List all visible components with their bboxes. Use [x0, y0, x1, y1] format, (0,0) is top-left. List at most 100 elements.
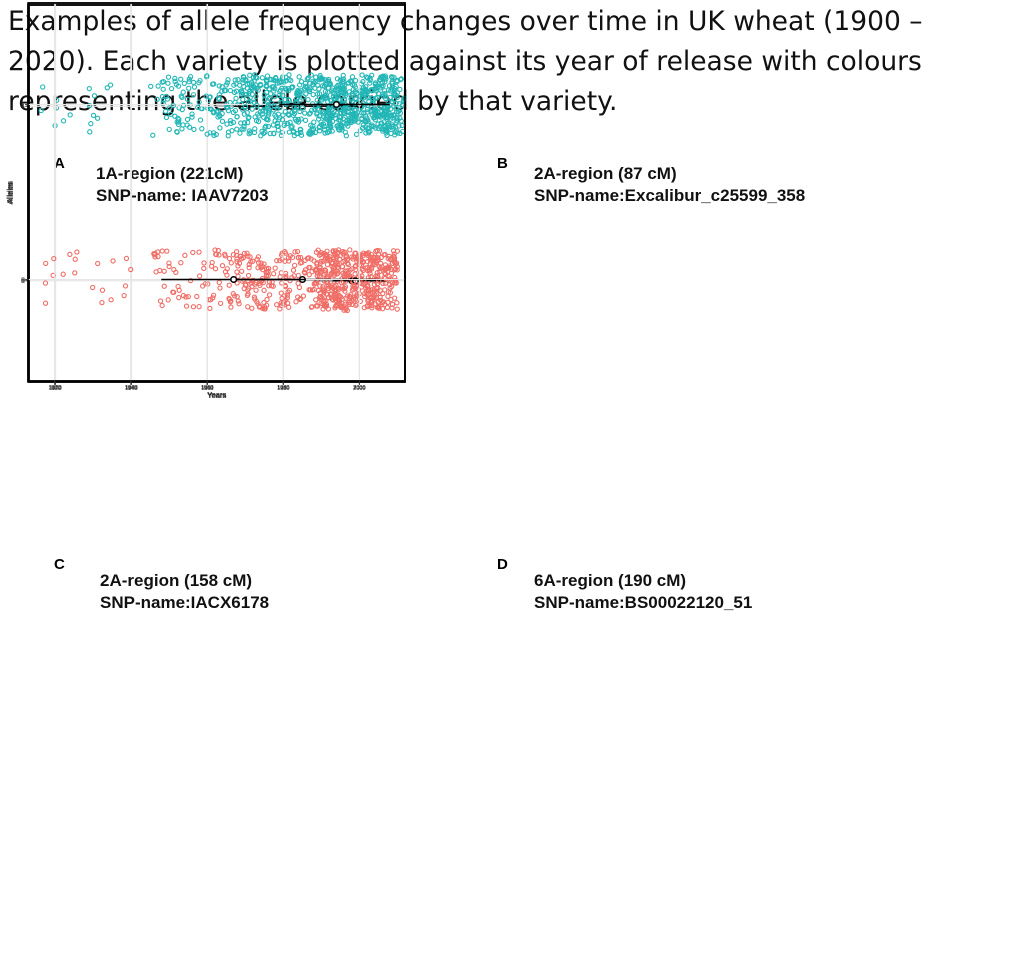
allele-0-point-c	[235, 263, 241, 269]
allele-1-point-c	[364, 109, 371, 115]
allele-0-point-c	[159, 302, 165, 309]
allele-0-point-d	[51, 255, 57, 262]
allele-0-point-c	[295, 255, 302, 261]
allele-0-point-c	[201, 265, 207, 272]
allele-0-point-d	[313, 249, 320, 255]
allele-0-point-c	[340, 304, 346, 311]
allele-1-point-d	[360, 78, 366, 85]
allele-1-point-d	[264, 93, 270, 100]
allele-0-point-d	[264, 296, 270, 303]
allele-0-point-a	[246, 265, 252, 271]
allele-0-point-d	[332, 305, 338, 311]
allele-0-point-c	[381, 252, 387, 258]
allele-0-point-c	[304, 255, 311, 262]
allele-1-point-d	[234, 114, 240, 120]
allele-1-point-d	[334, 84, 340, 90]
allele-0-point-c	[241, 250, 248, 256]
allele-1-point-b	[316, 91, 323, 97]
panel-letter-a: A	[54, 155, 65, 172]
allele-0-point-c	[347, 247, 353, 253]
x-tick-label-c: 1940	[125, 385, 137, 391]
allele-0-point-c	[309, 268, 315, 275]
allele-1-point-b	[315, 82, 321, 89]
allele-0-point-c	[244, 250, 250, 256]
allele-0-point-c	[318, 251, 324, 257]
allele-1-point-d	[398, 76, 405, 82]
allele-0-point-d	[234, 280, 240, 286]
allele-0-point-c	[379, 306, 386, 312]
allele-1-point-d	[242, 92, 249, 98]
allele-0-point-d	[322, 302, 328, 308]
allele-0-point-c	[335, 247, 342, 253]
allele-0-point-a	[385, 293, 391, 299]
allele-0-point-c	[308, 304, 315, 310]
allele-0-point-b	[384, 304, 391, 311]
allele-1-point-b	[279, 74, 286, 80]
allele-0-point-d	[240, 255, 246, 261]
allele-0-point-c	[318, 269, 324, 275]
allele-1-point-d	[391, 88, 397, 94]
allele-0-point-c	[242, 282, 249, 288]
allele-0-point-d	[176, 294, 182, 301]
allele-0-point-c	[226, 282, 232, 288]
allele-1-point-d	[241, 83, 247, 90]
panel-letter-d: D	[497, 556, 508, 573]
allele-1-point-d	[286, 72, 292, 78]
x-axis-label-b: Years	[207, 391, 226, 400]
allele-1-point-d	[280, 93, 286, 99]
allele-1-point-d	[369, 88, 375, 94]
allele-1-point-a	[86, 86, 92, 92]
allele-1-point-d	[395, 108, 402, 115]
allele-0-point-c	[338, 280, 345, 286]
allele-0-point-d	[210, 295, 216, 301]
panel-letter-c: C	[54, 556, 65, 573]
allele-1-point-d	[247, 72, 253, 78]
allele-0-point-d	[72, 270, 78, 276]
allele-0-point-d	[161, 268, 167, 274]
allele-0-point-b	[369, 305, 375, 311]
allele-1-point-d	[256, 113, 262, 119]
allele-1-point-d	[203, 93, 209, 99]
allele-1-point-d	[282, 85, 288, 91]
x-tick-label-d: 2000	[353, 385, 365, 391]
allele-1-point-d	[290, 112, 297, 118]
allele-1-point-d	[335, 122, 341, 129]
allele-1-point-d	[155, 83, 161, 89]
allele-1-point-d	[290, 128, 297, 134]
allele-0-point-d	[67, 251, 73, 258]
allele-0-point-c	[89, 284, 96, 291]
allele-0-point-c	[360, 259, 366, 266]
allele-1-point-d	[396, 107, 403, 113]
allele-1-point-d	[337, 109, 344, 116]
x-tick-label-c: 1920	[49, 385, 61, 391]
allele-0-point-d	[159, 248, 165, 254]
allele-0-point-c	[180, 292, 186, 299]
allele-1-point-d	[204, 131, 210, 137]
allele-1-point-d	[255, 118, 262, 125]
allele-1-point-d	[372, 107, 379, 114]
allele-1-point-a	[219, 118, 226, 124]
allele-1-point-c	[378, 120, 385, 127]
allele-0-point-d	[42, 280, 49, 286]
allele-1-point-c	[388, 88, 394, 94]
allele-1-point-a	[160, 86, 166, 92]
allele-0-point-d	[293, 299, 299, 305]
allele-0-point-d	[161, 283, 167, 289]
allele-1-point-a	[160, 100, 166, 106]
allele-0-point-b	[349, 254, 355, 260]
allele-1-point-d	[307, 110, 313, 116]
allele-1-point-d	[310, 123, 316, 129]
allele-1-point-d	[354, 90, 360, 96]
allele-1-point-d	[338, 88, 344, 95]
allele-1-point-b	[168, 85, 175, 92]
allele-0-point-d	[282, 249, 288, 255]
allele-1-point-b	[241, 123, 247, 130]
allele-0-point-d	[313, 266, 319, 272]
allele-0-point-c	[254, 256, 260, 262]
allele-1-point-d	[293, 118, 300, 124]
allele-1-point-d	[175, 119, 182, 125]
allele-0-point-d	[285, 255, 292, 261]
allele-1-point-d	[291, 104, 297, 111]
allele-0-point-c	[226, 255, 233, 262]
allele-1-point-b	[154, 96, 160, 103]
